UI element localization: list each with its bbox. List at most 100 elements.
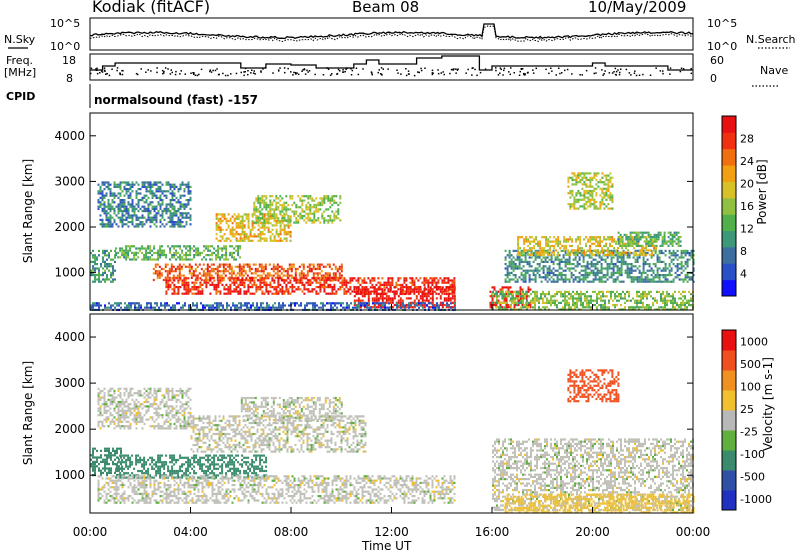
- heatmap-cell: [622, 258, 625, 261]
- heatmap-cell: [288, 267, 291, 271]
- heatmap-cell: [256, 270, 259, 273]
- nave-dot: [362, 68, 364, 70]
- heatmap-cell: [188, 306, 190, 309]
- heatmap-cell: [676, 254, 679, 257]
- heatmap-cell: [507, 288, 510, 291]
- heatmap-cell: [447, 306, 450, 309]
- heatmap-cell: [504, 258, 507, 261]
- heatmap-cell: [596, 278, 599, 281]
- heatmap-cell: [208, 272, 211, 275]
- heatmap-cell: [610, 274, 613, 277]
- heatmap-cell: [105, 205, 108, 208]
- heatmap-cell: [582, 301, 584, 304]
- heatmap-cell: [522, 265, 525, 268]
- heatmap-cell: [548, 271, 551, 274]
- heatmap-cell: [139, 223, 142, 226]
- heatmap-cell: [313, 217, 316, 220]
- heatmap-cell: [592, 299, 594, 302]
- cpid-text: normalsound (fast) -157: [94, 93, 258, 107]
- heatmap-cell: [244, 270, 247, 273]
- heatmap-cell: [187, 283, 190, 286]
- heatmap-cell: [373, 303, 376, 307]
- heatmap-cell: [325, 286, 328, 289]
- heatmap-cell: [656, 267, 659, 270]
- nave-dot: [405, 68, 407, 70]
- heatmap-cell: [582, 269, 585, 272]
- heatmap-cell: [190, 265, 193, 268]
- nave-dot: [329, 74, 332, 76]
- heatmap-cell: [203, 279, 206, 282]
- heatmap-cell: [606, 306, 608, 309]
- heatmap-cell: [219, 277, 222, 280]
- heatmap-cell: [219, 230, 222, 234]
- heatmap-cell: [255, 206, 258, 209]
- heatmap-cell: [371, 277, 374, 280]
- heatmap-cell: [311, 290, 314, 293]
- heatmap-cell: [272, 265, 275, 268]
- heatmap-cell: [279, 212, 282, 215]
- heatmap-cell: [213, 283, 216, 286]
- heatmap-cell: [323, 221, 326, 224]
- heatmap-cell: [357, 279, 360, 282]
- heatmap-cell: [177, 190, 180, 193]
- heatmap-cell: [548, 301, 550, 304]
- nave-dot: [121, 73, 124, 76]
- heatmap-cell: [610, 295, 612, 298]
- heatmap-cell: [680, 293, 682, 296]
- heatmap-cell: [254, 276, 257, 279]
- heatmap-cell: [243, 235, 246, 238]
- heatmap-cell: [173, 212, 176, 215]
- heatmap-cell: [662, 306, 664, 309]
- heatmap-cell: [209, 249, 212, 252]
- heatmap-cell: [552, 278, 555, 281]
- heatmap-cell: [680, 297, 682, 300]
- heatmap-cell: [229, 217, 232, 220]
- heatmap-cell: [652, 276, 655, 279]
- nave-dot: [408, 73, 410, 75]
- heatmap-cell: [620, 304, 622, 307]
- heatmap-cell: [604, 304, 606, 307]
- heatmap-cell: [522, 260, 525, 263]
- heatmap-cell: [383, 292, 386, 296]
- heatmap-cell: [672, 306, 674, 309]
- heatmap-cell: [234, 304, 236, 307]
- heatmap-cell: [544, 301, 546, 304]
- heatmap-cell: [105, 192, 108, 195]
- heatmap-cell: [237, 239, 240, 242]
- heatmap-cell: [119, 201, 122, 204]
- nave-dot: [296, 72, 298, 74]
- heatmap-cell: [357, 292, 360, 295]
- heatmap-cell: [365, 292, 368, 296]
- heatmap-cell: [125, 223, 128, 226]
- heatmap-cell: [588, 304, 590, 307]
- heatmap-cell: [453, 288, 456, 291]
- heatmap-cell: [336, 306, 338, 309]
- heatmap-cell: [315, 279, 318, 282]
- heatmap-cell: [534, 280, 537, 283]
- heatmap-cell: [303, 195, 306, 198]
- heatmap-cell: [131, 251, 134, 254]
- heatmap-cell: [171, 277, 174, 280]
- heatmap-cell: [338, 265, 341, 268]
- heatmap-cell: [562, 306, 564, 309]
- heatmap-cell: [205, 279, 208, 282]
- heatmap-cell: [161, 254, 164, 257]
- heatmap-cell: [117, 183, 120, 186]
- heatmap-cell: [263, 233, 266, 236]
- heatmap-cell: [433, 279, 436, 282]
- heatmap-cell: [127, 194, 130, 197]
- heatmap-cell: [354, 302, 356, 305]
- heatmap-cell: [377, 292, 380, 296]
- heatmap-cell: [624, 260, 627, 263]
- heatmap-cell: [94, 260, 96, 263]
- heatmap-cell: [194, 304, 196, 307]
- heatmap-cell: [295, 219, 298, 222]
- heatmap-cell: [307, 279, 310, 282]
- heatmap-cell: [518, 301, 520, 304]
- heatmap-cell: [293, 279, 296, 282]
- heatmap-cell: [424, 302, 426, 305]
- heatmap-cell: [153, 183, 156, 186]
- heatmap-cell: [680, 306, 682, 309]
- heatmap-cell: [253, 281, 256, 284]
- heatmap-cell: [285, 230, 288, 234]
